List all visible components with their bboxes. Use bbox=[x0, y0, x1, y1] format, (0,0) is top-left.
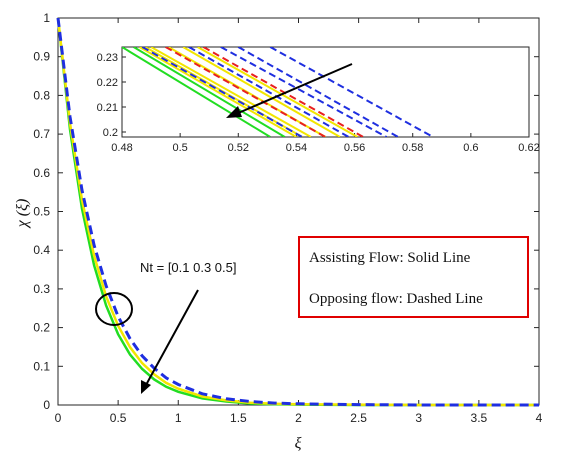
inset-series-line-11 bbox=[202, 47, 364, 137]
x-tick-label: 1.5 bbox=[230, 411, 247, 425]
inset-series-line-9 bbox=[165, 47, 326, 137]
x-tick-label: 1 bbox=[175, 411, 182, 425]
nt-annotation-label: Nt = [0.1 0.3 0.5] bbox=[140, 260, 236, 275]
legend-line-opposing: Opposing flow: Dashed Line bbox=[309, 291, 483, 307]
inset-y-tick-label: 0.21 bbox=[97, 102, 118, 114]
y-tick-label: 0.3 bbox=[33, 282, 50, 296]
nt-annotation-arrow-head bbox=[141, 380, 151, 394]
inset-series-line-4 bbox=[150, 47, 312, 137]
inset-y-tick-label: 0.2 bbox=[103, 127, 118, 139]
inset-series-line-12 bbox=[220, 47, 388, 137]
inset-series-line-14 bbox=[269, 47, 434, 137]
main-axis-ticks: 0 0.5 1 1.5 2 2.5 3 3.5 4 0 0.1 0.2 0.3 0.4 0.5 0.6 0.7 0… bbox=[33, 11, 542, 425]
inset-x-tick-label: 0.58 bbox=[402, 142, 423, 154]
inset-series-line-8 bbox=[141, 47, 303, 137]
inset-x-tick-label: 0.56 bbox=[344, 142, 365, 154]
y-tick-label: 0.7 bbox=[33, 127, 50, 141]
x-tick-label: 3 bbox=[415, 411, 422, 425]
y-axis-label: χ (ξ) bbox=[14, 199, 31, 230]
series-line-1 bbox=[56, 17, 539, 407]
inset-x-tick-label: 0.6 bbox=[463, 142, 478, 154]
inset-x-tick-label: 0.54 bbox=[286, 142, 307, 154]
y-tick-label: 1 bbox=[43, 11, 50, 25]
legend-line-assisting: Assisting Flow: Solid Line bbox=[309, 250, 471, 266]
y-tick-label: 0.9 bbox=[33, 50, 50, 64]
x-tick-label: 2.5 bbox=[350, 411, 367, 425]
y-tick-label: 0.2 bbox=[33, 321, 50, 335]
inset-y-tick-label: 0.23 bbox=[97, 52, 118, 64]
legend-box: Assisting Flow: Solid Line Opposing flow… bbox=[298, 236, 529, 318]
y-tick-label: 0.8 bbox=[33, 88, 50, 102]
x-tick-label: 0 bbox=[55, 411, 62, 425]
inset-x-tick-label: 0.48 bbox=[111, 142, 132, 154]
inset-series-group bbox=[122, 47, 434, 137]
inset-x-tick-label: 0.62 bbox=[518, 142, 539, 154]
inset-zoom-plot: 0.48 0.5 0.52 0.54 0.56 0.58 0.6 0.62 0.2 0.21 0.2… bbox=[97, 46, 540, 154]
y-tick-label: 0 bbox=[43, 398, 50, 412]
inset-series-line-1 bbox=[133, 47, 286, 137]
inset-series-line-2 bbox=[138, 47, 297, 137]
inset-series-line-0 bbox=[122, 47, 271, 137]
inset-y-tick-label: 0.22 bbox=[97, 77, 118, 89]
y-tick-label: 0.4 bbox=[33, 243, 50, 257]
inset-series-line-7 bbox=[197, 47, 358, 137]
x-tick-label: 0.5 bbox=[110, 411, 127, 425]
inset-lines-clip bbox=[122, 47, 434, 137]
inset-arrow bbox=[235, 63, 353, 115]
x-axis-label: ξ bbox=[295, 435, 302, 452]
y-tick-label: 0.6 bbox=[33, 166, 50, 180]
inset-series-line-13 bbox=[237, 47, 399, 137]
inset-series-line-10 bbox=[188, 47, 350, 137]
y-tick-label: 0.1 bbox=[33, 359, 50, 373]
inset-x-tick-label: 0.52 bbox=[228, 142, 249, 154]
inset-series-line-6 bbox=[182, 47, 341, 137]
legend-frame bbox=[298, 236, 529, 318]
x-tick-label: 4 bbox=[536, 411, 543, 425]
nt-annotation-arrow bbox=[145, 289, 199, 386]
inset-x-tick-label: 0.5 bbox=[172, 142, 187, 154]
x-tick-label: 3.5 bbox=[471, 411, 488, 425]
x-tick-label: 2 bbox=[295, 411, 302, 425]
inset-axis-ticks: 0.48 0.5 0.52 0.54 0.56 0.58 0.6 0.62 0.2 0.21 0.2… bbox=[97, 52, 540, 154]
zoom-region-circle bbox=[95, 292, 133, 326]
main-series-group bbox=[56, 17, 539, 407]
y-tick-label: 0.5 bbox=[33, 205, 50, 219]
inset-arrow-head bbox=[226, 106, 242, 118]
